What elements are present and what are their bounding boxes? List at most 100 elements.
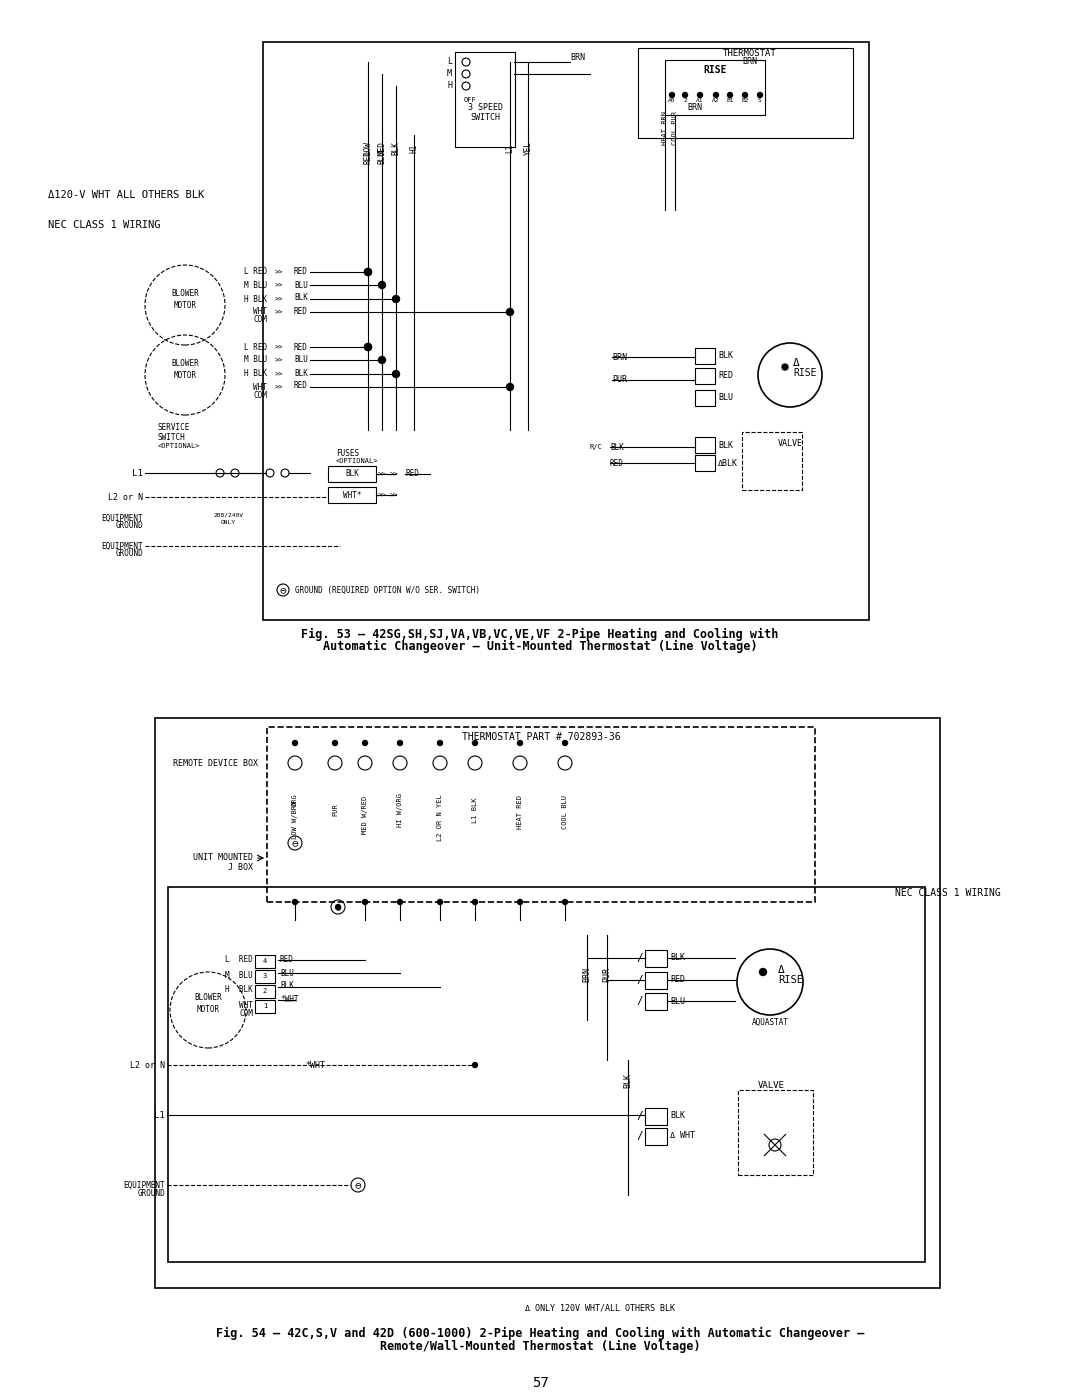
Text: WHT: WHT: [253, 383, 267, 391]
Text: AQUASTAT: AQUASTAT: [752, 1017, 788, 1027]
Circle shape: [698, 92, 702, 98]
Text: PUR: PUR: [332, 803, 338, 816]
Text: BLU: BLU: [670, 996, 685, 1006]
Text: /: /: [636, 996, 643, 1006]
Text: L: L: [447, 57, 453, 67]
Text: >>: >>: [275, 358, 283, 363]
Text: ONLY: ONLY: [220, 520, 235, 524]
Circle shape: [473, 1063, 477, 1067]
Text: >>: >>: [378, 471, 387, 476]
Text: REMOTE DEVICE BOX: REMOTE DEVICE BOX: [173, 759, 258, 767]
Text: <OPTIONAL>: <OPTIONAL>: [336, 458, 378, 464]
Text: PUR: PUR: [603, 968, 611, 982]
Text: >>: >>: [275, 384, 283, 390]
Text: RED: RED: [294, 267, 308, 277]
Text: L2 or N: L2 or N: [108, 493, 143, 502]
Text: A0: A0: [669, 99, 676, 103]
Circle shape: [714, 92, 718, 98]
Text: EQUIPMENT: EQUIPMENT: [102, 514, 143, 522]
Text: A2: A2: [712, 99, 719, 103]
Bar: [696, 367, 715, 384]
Text: NEC CLASS 1 WIRING: NEC CLASS 1 WIRING: [48, 219, 161, 231]
Text: EQUIPMENT: EQUIPMENT: [123, 1180, 165, 1189]
Text: NEC CLASS 1 WIRING: NEC CLASS 1 WIRING: [895, 888, 1001, 898]
Text: Fig. 54 — 42C,S,V and 42D (600-1000) 2-Pipe Heating and Cooling with Automatic C: Fig. 54 — 42C,S,V and 42D (600-1000) 2-P…: [216, 1327, 864, 1340]
Text: MOTOR: MOTOR: [174, 300, 197, 310]
Text: BLOWER: BLOWER: [194, 993, 221, 1003]
Circle shape: [517, 900, 523, 904]
Bar: [738, 1090, 813, 1175]
Text: /: /: [636, 953, 643, 963]
Circle shape: [365, 344, 372, 351]
Circle shape: [743, 92, 747, 98]
Text: >>: >>: [275, 296, 283, 302]
Text: ⊖: ⊖: [292, 838, 298, 848]
Text: RED: RED: [294, 381, 308, 391]
Text: 208/240V: 208/240V: [213, 513, 243, 517]
Text: L  RED: L RED: [226, 956, 253, 964]
Text: 2: 2: [262, 988, 267, 995]
Bar: [665, 60, 765, 115]
Text: BLK: BLK: [294, 293, 308, 303]
Text: BLK: BLK: [670, 954, 685, 963]
Circle shape: [507, 309, 513, 316]
Text: Δ ONLY 120V WHT/ALL OTHERS BLK: Δ ONLY 120V WHT/ALL OTHERS BLK: [525, 1303, 675, 1313]
Text: EQUIPMENT: EQUIPMENT: [102, 542, 143, 550]
Bar: [267, 726, 815, 902]
Text: GROUND: GROUND: [116, 521, 143, 531]
Text: >>: >>: [378, 492, 387, 497]
Text: J BOX: J BOX: [228, 862, 253, 872]
Text: >>: >>: [275, 344, 283, 351]
Text: >>: >>: [275, 270, 283, 275]
Text: THERMOSTAT PART # 702893-36: THERMOSTAT PART # 702893-36: [461, 732, 620, 742]
Text: FUSES: FUSES: [336, 448, 360, 457]
Text: Δ120-V WHT ALL OTHERS BLK: Δ120-V WHT ALL OTHERS BLK: [48, 190, 204, 200]
Text: BLK: BLK: [623, 1073, 633, 1087]
Circle shape: [392, 370, 400, 377]
Text: GROUND: GROUND: [116, 549, 143, 559]
Text: BLK: BLK: [610, 443, 624, 451]
Text: Δ: Δ: [793, 358, 800, 367]
Text: /: /: [636, 1132, 643, 1141]
Text: MED: MED: [378, 141, 387, 155]
Bar: [696, 348, 715, 365]
Text: H BLK: H BLK: [244, 295, 267, 303]
Circle shape: [378, 356, 386, 363]
Text: BRN: BRN: [612, 352, 627, 362]
Text: BLK: BLK: [718, 352, 733, 360]
Circle shape: [378, 282, 386, 289]
Text: BLK: BLK: [670, 1112, 685, 1120]
Text: M  BLU: M BLU: [226, 971, 253, 979]
Text: ORG: ORG: [292, 793, 298, 806]
Text: MOTOR: MOTOR: [197, 1006, 219, 1014]
Bar: [255, 956, 275, 968]
Text: BLK: BLK: [346, 469, 359, 479]
Text: UNIT MOUNTED: UNIT MOUNTED: [193, 854, 253, 862]
Circle shape: [563, 900, 567, 904]
Circle shape: [437, 740, 443, 746]
Text: BLU: BLU: [378, 149, 387, 163]
Text: 3 SPEED: 3 SPEED: [468, 103, 502, 113]
Text: MED W/RED: MED W/RED: [362, 796, 368, 834]
Text: BLU: BLU: [294, 281, 308, 289]
Text: L2 OR N YEL: L2 OR N YEL: [437, 795, 443, 841]
Text: /: /: [636, 1111, 643, 1120]
Text: VALVE: VALVE: [778, 440, 804, 448]
Bar: [645, 1127, 667, 1146]
Circle shape: [563, 740, 567, 746]
Text: /: /: [636, 975, 643, 985]
Text: *WHT: *WHT: [305, 1060, 325, 1070]
Text: RED: RED: [610, 458, 624, 468]
Text: L1: L1: [132, 468, 143, 478]
Circle shape: [757, 92, 762, 98]
Bar: [255, 970, 275, 983]
Text: COOL PUR: COOL PUR: [672, 110, 678, 145]
Text: THERMOSTAT: THERMOSTAT: [724, 49, 777, 57]
Bar: [742, 432, 802, 490]
Text: >>: >>: [275, 282, 283, 288]
Text: BLK: BLK: [294, 369, 308, 377]
Circle shape: [670, 92, 675, 98]
Circle shape: [397, 900, 403, 904]
Text: YEL: YEL: [524, 141, 532, 155]
Circle shape: [782, 365, 788, 370]
